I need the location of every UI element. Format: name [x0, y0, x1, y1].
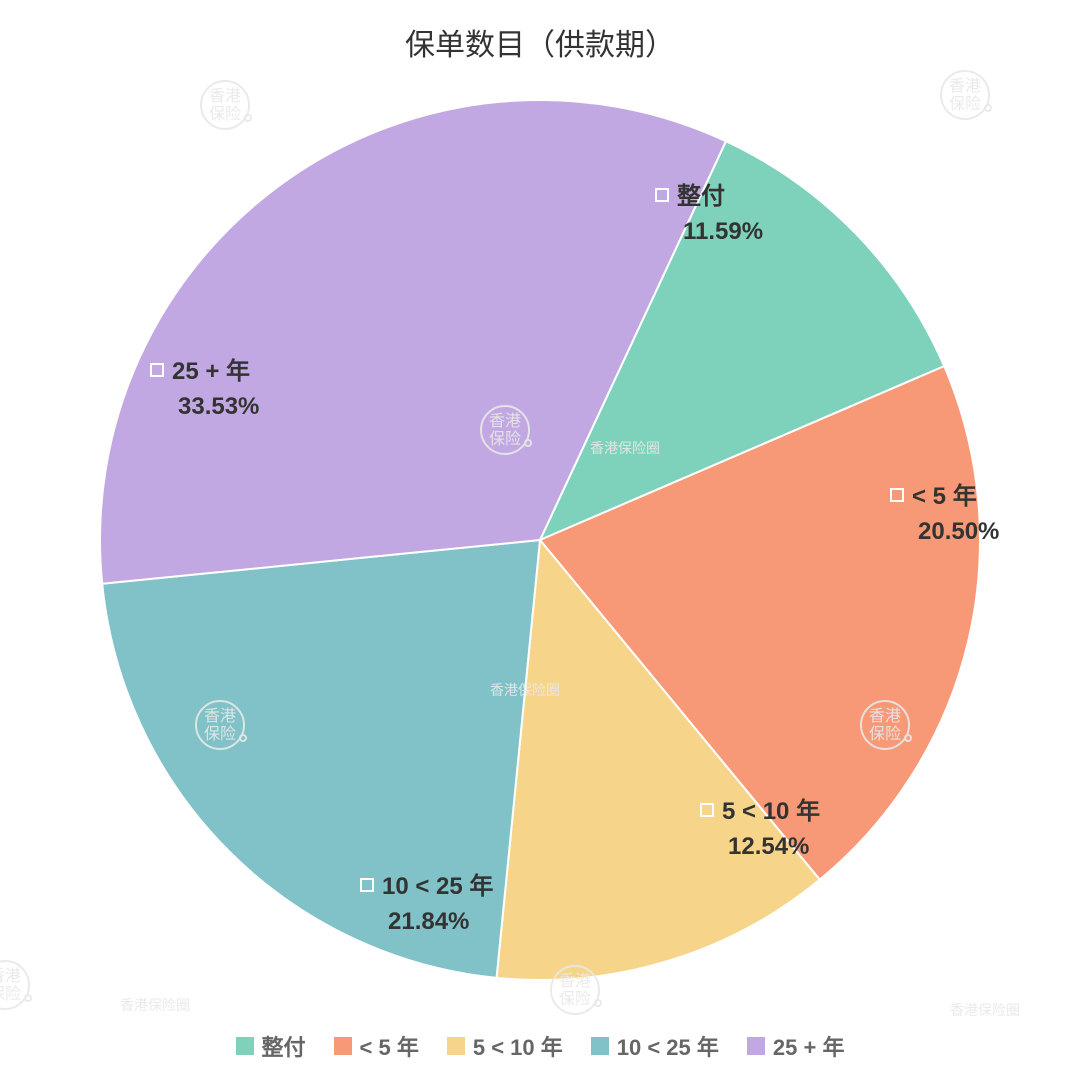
watermark: 香港保险 — [480, 405, 530, 455]
chart-legend: 整付 < 5 年 5 < 10 年 10 < 25 年 25 + 年 — [0, 1030, 1080, 1062]
slice-label: 5 < 10 年 12.54% — [700, 795, 820, 865]
slice-label: 整付 11.59% — [655, 180, 763, 250]
watermark: 香港保险 — [860, 700, 910, 750]
pie-chart-container: 保单数目（供款期） 整付 11.59% < 5 年 20.50% 5 < 10 年 12.… — [0, 0, 1080, 1080]
chart-title: 保单数目（供款期） — [0, 0, 1080, 64]
watermark: 香港保险圈 — [120, 995, 190, 1015]
legend-label: < 5 年 — [360, 1030, 419, 1062]
legend-item: < 5 年 — [334, 1030, 419, 1062]
slice-label-marker — [655, 188, 669, 202]
pie-svg — [90, 80, 990, 980]
slice-label: 25 + 年 33.53% — [150, 355, 259, 425]
watermark: 香港保险 — [940, 70, 990, 120]
slice-label: 10 < 25 年 21.84% — [360, 870, 493, 940]
legend-swatch — [334, 1037, 352, 1055]
legend-label: 整付 — [262, 1030, 306, 1062]
slice-label-percent: 20.50% — [918, 518, 999, 545]
slice-label-percent: 11.59% — [683, 218, 763, 245]
watermark: 香港保险 — [0, 960, 30, 1010]
legend-item: 5 < 10 年 — [447, 1030, 563, 1062]
legend-swatch — [447, 1037, 465, 1055]
slice-label-marker — [700, 803, 714, 817]
legend-item: 25 + 年 — [747, 1030, 845, 1062]
slice-label: < 5 年 20.50% — [890, 480, 999, 550]
slice-label-text: 10 < 25 年 — [382, 873, 493, 900]
pie-chart: 整付11.59%< 5 年20.50%5 < 10 年12.54%10 < 25… — [90, 80, 990, 980]
legend-swatch — [747, 1037, 765, 1055]
watermark: 香港保险圈 — [590, 438, 660, 458]
slice-label-text: < 5 年 — [912, 483, 977, 510]
slice-label-percent: 21.84% — [388, 908, 469, 935]
legend-label: 25 + 年 — [773, 1030, 845, 1062]
slice-label-text: 25 + 年 — [172, 358, 250, 385]
legend-swatch — [591, 1037, 609, 1055]
legend-item: 10 < 25 年 — [591, 1030, 719, 1062]
watermark: 香港保险 — [550, 965, 600, 1015]
watermark: 香港保险 — [195, 700, 245, 750]
watermark: 香港保险圈 — [950, 1000, 1020, 1020]
legend-swatch — [236, 1037, 254, 1055]
slice-label-percent: 12.54% — [728, 833, 809, 860]
legend-label: 5 < 10 年 — [473, 1030, 563, 1062]
slice-label-marker — [360, 878, 374, 892]
slice-label-marker — [890, 488, 904, 502]
watermark: 香港保险 — [200, 80, 250, 130]
slice-label-marker — [150, 363, 164, 377]
slice-label-percent: 33.53% — [178, 393, 259, 420]
legend-item: 整付 — [236, 1030, 306, 1062]
legend-label: 10 < 25 年 — [617, 1030, 719, 1062]
slice-label-text: 5 < 10 年 — [722, 798, 820, 825]
watermark: 香港保险圈 — [490, 680, 560, 700]
slice-label-text: 整付 — [677, 183, 725, 210]
